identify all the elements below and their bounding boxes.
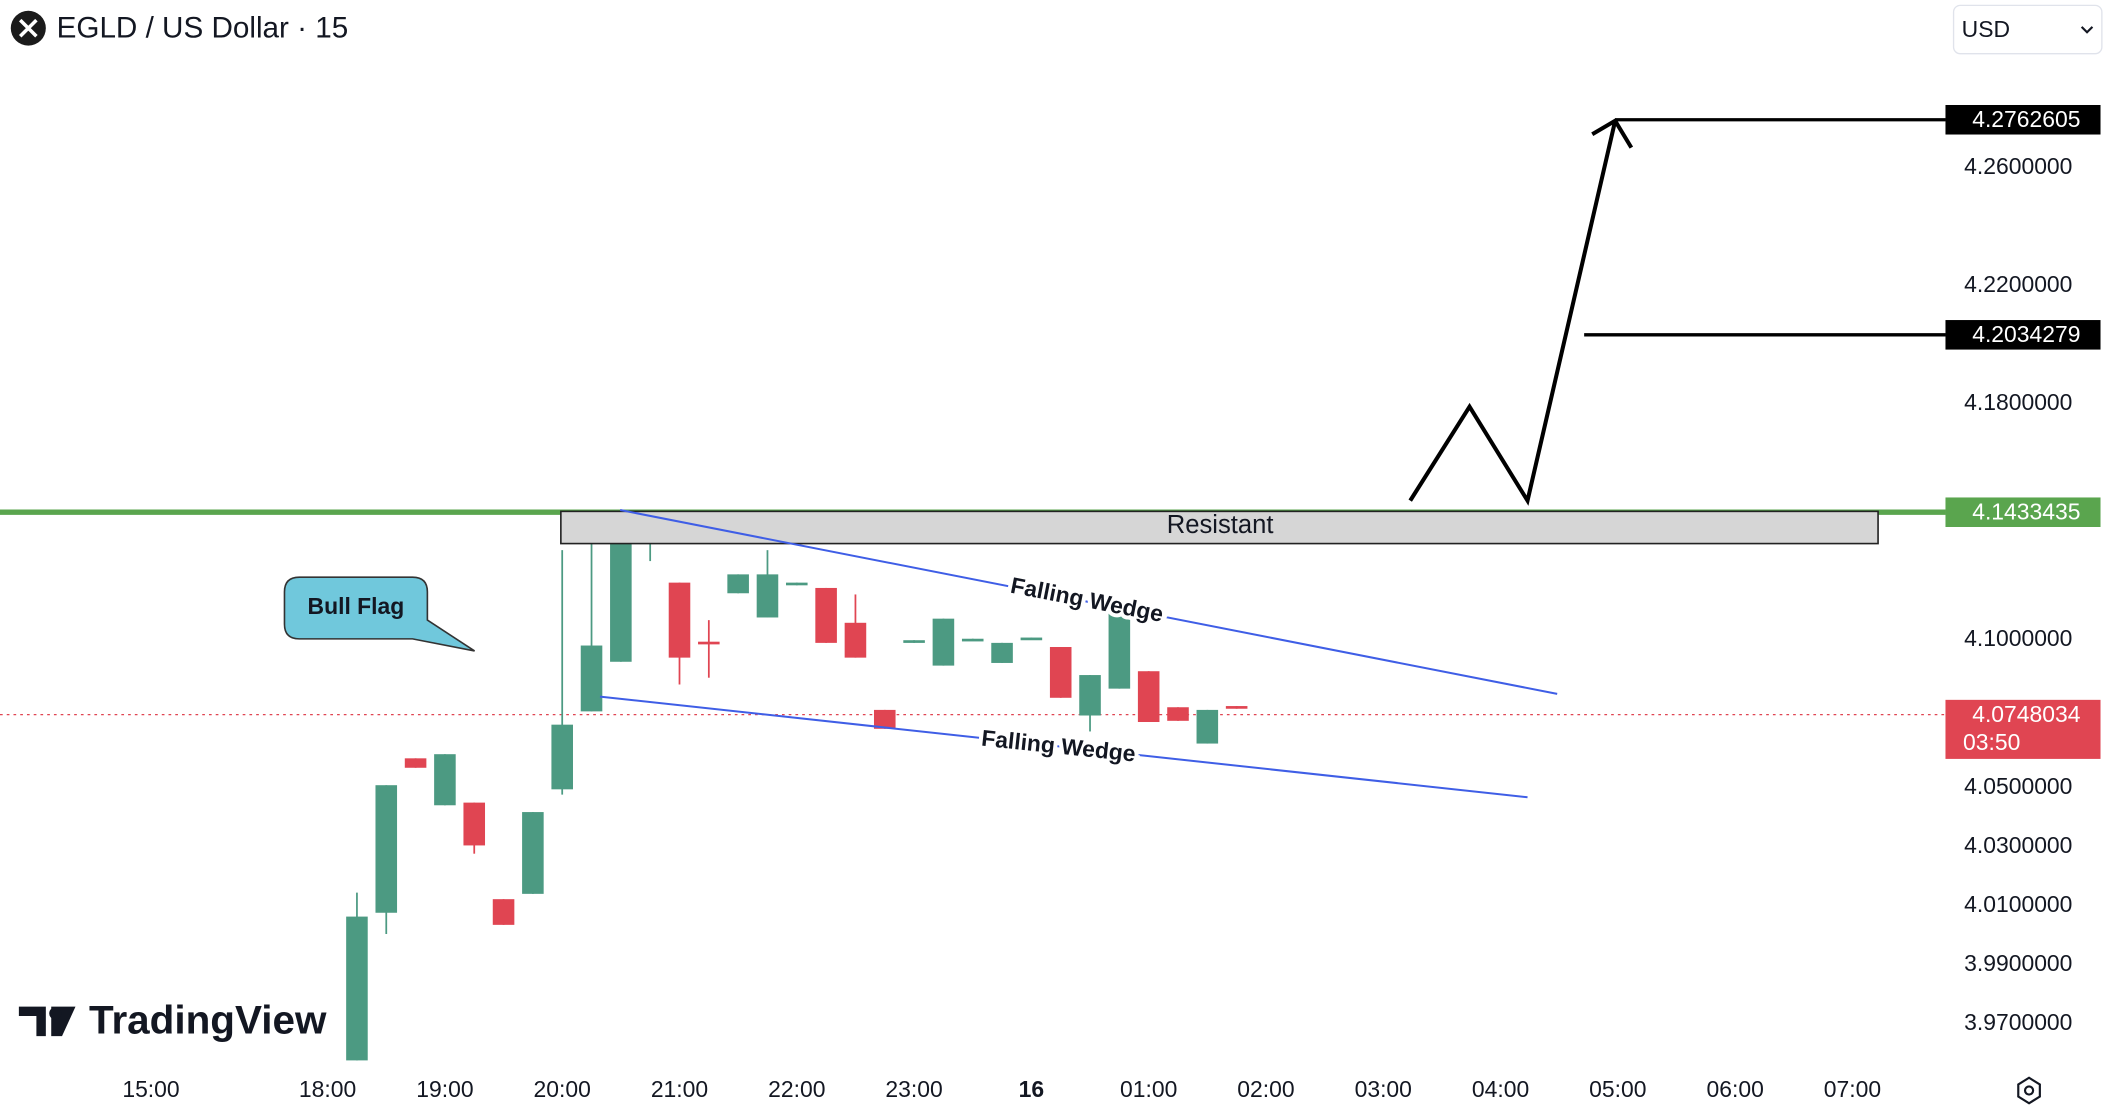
candle-body [610, 519, 632, 662]
dropdown-chevron[interactable] [2080, 26, 2094, 34]
watermark-logo [18, 1006, 76, 1037]
candle-body [698, 641, 720, 645]
wedge-label: Falling Wedge [1009, 572, 1166, 627]
last-price-label: 4.0748034 [1972, 701, 2081, 727]
candle-body [434, 754, 456, 806]
x-tick-label: 02:00 [1237, 1076, 1294, 1102]
currency-label[interactable]: USD [1962, 16, 2010, 42]
y-tick-label: 4.0300000 [1964, 832, 2072, 858]
wedge-lower [599, 695, 1528, 799]
x-tick-label: 03:00 [1355, 1076, 1412, 1102]
watermark: TradingView [89, 996, 327, 1042]
y-tick-label: 4.0100000 [1964, 891, 2072, 917]
candle-body [1196, 709, 1219, 744]
x-tick-label: 20:00 [534, 1076, 591, 1102]
y-tick-label: 4.0500000 [1964, 773, 2072, 799]
candle-body [463, 802, 486, 846]
candle-body [903, 640, 925, 643]
y-tick-label: 4.2600000 [1964, 153, 2072, 179]
coin-icon-mark [18, 18, 38, 38]
candle-body [404, 758, 427, 768]
candle-body [1049, 647, 1072, 698]
price-label-box [1945, 104, 2101, 135]
candle-body [375, 785, 398, 913]
y-tick-label: 3.9900000 [1964, 950, 2072, 976]
y-tick-label: 4.1000000 [1964, 625, 2072, 651]
candle-body [668, 582, 691, 658]
x-tick-label: 05:00 [1589, 1076, 1646, 1102]
x-tick-label: 22:00 [768, 1076, 825, 1102]
candle-body [1108, 610, 1131, 689]
x-tick-label: 23:00 [885, 1076, 942, 1102]
candle-body [932, 618, 955, 666]
price-label: 4.1433435 [1972, 499, 2080, 525]
candle-body [786, 582, 808, 586]
price-label: 4.2034279 [1972, 321, 2080, 347]
plot-area: 3.9700000 3.9900000 4.0100000 4.0300000 4.05… [0, 104, 2101, 1102]
wedge-upper [619, 509, 1558, 695]
candle-body [1020, 637, 1043, 641]
watermark-logo-dot [49, 1007, 62, 1020]
candle-body [522, 812, 544, 894]
price-label: 4.2762605 [1972, 106, 2080, 132]
x-tick-label: 19:00 [416, 1076, 473, 1102]
candle-body [1167, 707, 1189, 721]
y-tick-label: 3.9700000 [1964, 1009, 2072, 1035]
projection-path [1408, 118, 1634, 506]
candle-body [551, 724, 573, 790]
settings-icon[interactable] [2017, 1076, 2041, 1105]
candle-body [1225, 706, 1248, 709]
settings-icon-center[interactable] [2023, 1085, 2035, 1096]
candle-body [844, 622, 867, 658]
wedge-label: Falling Wedge [980, 725, 1137, 767]
resistance-label: Resistant [1167, 511, 1274, 539]
x-tick-label: 07:00 [1824, 1076, 1881, 1102]
candle-body [756, 574, 779, 618]
candle-body [815, 587, 837, 643]
candle-body [492, 899, 515, 925]
candle-body [346, 916, 368, 1061]
candle-body [873, 709, 896, 729]
candle-body [1079, 675, 1101, 716]
x-tick-label: 15:00 [122, 1076, 179, 1102]
price-label-box [1945, 320, 2101, 350]
x-tick-label: 06:00 [1706, 1076, 1763, 1102]
x-tick-label: 01:00 [1120, 1076, 1177, 1102]
resistance-zone [560, 510, 1879, 545]
bull-flag-callout [283, 576, 476, 652]
x-tick-label: 18:00 [299, 1076, 356, 1102]
currency-select[interactable] [1952, 4, 2103, 55]
x-tick-label: 21:00 [651, 1076, 708, 1102]
x-tick-label: 04:00 [1472, 1076, 1529, 1102]
chart-title: EGLD / US Dollar · 15 [57, 11, 349, 44]
candle-body [1137, 671, 1160, 723]
candle-body [961, 638, 984, 642]
candle-body [991, 642, 1013, 663]
y-tick-label: 4.2200000 [1964, 271, 2072, 297]
bull-flag-label: Bull Flag [308, 593, 405, 619]
candle-body [727, 574, 749, 594]
last-price-box [1945, 699, 2101, 759]
countdown-label: 03:50 [1963, 729, 2020, 755]
candle-body [580, 645, 603, 712]
price-label-box [1945, 497, 2101, 527]
x-tick-label: 16 [1019, 1076, 1044, 1102]
y-tick-label: 4.1800000 [1964, 389, 2072, 415]
